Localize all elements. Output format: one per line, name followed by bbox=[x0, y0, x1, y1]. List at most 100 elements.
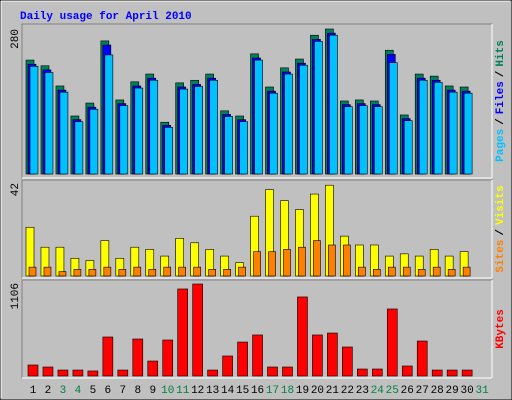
x-tick-label: 6 bbox=[105, 385, 112, 397]
bar bbox=[328, 244, 336, 277]
x-tick-label: 13 bbox=[206, 385, 219, 397]
bar bbox=[358, 266, 366, 277]
bar bbox=[344, 106, 353, 175]
bar bbox=[461, 369, 473, 377]
x-tick-label: 1 bbox=[30, 385, 37, 397]
x-tick-label: 30 bbox=[461, 385, 474, 397]
bar bbox=[314, 41, 323, 175]
bar bbox=[193, 266, 201, 277]
x-tick-label: 22 bbox=[341, 385, 354, 397]
bar bbox=[239, 121, 248, 175]
bar bbox=[238, 266, 246, 277]
bar bbox=[102, 336, 114, 377]
bar bbox=[388, 62, 398, 175]
bar bbox=[403, 120, 413, 175]
bar bbox=[268, 251, 276, 277]
legend-separator: / bbox=[495, 70, 507, 77]
bar bbox=[104, 54, 114, 175]
bar bbox=[327, 332, 338, 377]
legend: KBytes bbox=[495, 309, 507, 349]
chart-title: Daily usage for April 2010 bbox=[20, 11, 192, 23]
bar bbox=[194, 86, 203, 175]
bar bbox=[282, 366, 293, 377]
bar bbox=[402, 266, 411, 277]
x-tick-label: 11 bbox=[176, 385, 190, 397]
x-tick-label: 23 bbox=[356, 385, 369, 397]
bar bbox=[224, 116, 233, 175]
legend-entry: Pages bbox=[495, 129, 507, 162]
bar bbox=[57, 369, 69, 377]
bar bbox=[342, 346, 353, 377]
bar bbox=[253, 251, 261, 277]
bar bbox=[267, 366, 278, 377]
bar bbox=[283, 249, 291, 277]
bar bbox=[463, 92, 473, 175]
bar bbox=[162, 339, 174, 377]
bar bbox=[149, 79, 159, 175]
x-tick-label: 21 bbox=[326, 385, 340, 397]
x-tick-label: 12 bbox=[191, 385, 204, 397]
x-tick-label: 14 bbox=[221, 385, 235, 397]
bar bbox=[177, 288, 188, 377]
bar bbox=[284, 73, 293, 175]
bar bbox=[417, 269, 426, 277]
bar bbox=[222, 355, 233, 377]
x-tick-label: 15 bbox=[236, 385, 249, 397]
bar bbox=[387, 266, 396, 277]
x-tick-label: 31 bbox=[475, 385, 489, 397]
x-tick-label: 4 bbox=[75, 385, 82, 397]
bar bbox=[462, 266, 471, 277]
bar bbox=[73, 269, 82, 277]
bar bbox=[163, 266, 172, 277]
bar bbox=[447, 269, 456, 277]
bar bbox=[164, 127, 174, 175]
bar bbox=[209, 79, 218, 175]
x-tick-label: 3 bbox=[60, 385, 67, 397]
x-tick-label: 9 bbox=[149, 385, 156, 397]
bar bbox=[237, 341, 248, 377]
bar bbox=[103, 266, 112, 277]
x-tick-label: 10 bbox=[161, 385, 174, 397]
bar bbox=[192, 283, 203, 377]
x-tick-label: 16 bbox=[251, 385, 264, 397]
bar bbox=[373, 269, 381, 277]
x-tick-label: 25 bbox=[386, 385, 399, 397]
bar bbox=[359, 105, 368, 175]
x-tick-label: 24 bbox=[371, 385, 385, 397]
bar bbox=[208, 269, 216, 277]
bar bbox=[433, 82, 443, 175]
x-tick-label: 8 bbox=[134, 385, 141, 397]
bar bbox=[72, 369, 84, 377]
bar bbox=[28, 266, 37, 277]
bar bbox=[59, 91, 69, 175]
bar bbox=[42, 366, 54, 377]
bar bbox=[269, 92, 278, 175]
legend-entry: Sites bbox=[495, 240, 507, 273]
bar bbox=[448, 91, 458, 175]
legend-entry: Hits bbox=[495, 40, 507, 66]
bar bbox=[416, 340, 428, 377]
x-tick-label: 5 bbox=[90, 385, 97, 397]
bar bbox=[133, 266, 142, 277]
x-tick-label: 18 bbox=[281, 385, 294, 397]
bar bbox=[117, 369, 129, 377]
bar bbox=[134, 87, 144, 175]
bar bbox=[386, 308, 398, 377]
x-tick-label: 17 bbox=[266, 385, 279, 397]
legend-entry: Visits bbox=[495, 185, 507, 225]
x-tick-label: 7 bbox=[120, 385, 127, 397]
bar bbox=[223, 269, 231, 277]
bar bbox=[179, 88, 188, 175]
bar bbox=[343, 244, 351, 277]
y-tick-label: 280 bbox=[10, 29, 22, 49]
bar bbox=[178, 266, 186, 277]
bar bbox=[298, 246, 306, 277]
bar bbox=[147, 360, 159, 377]
x-tick-label: 26 bbox=[401, 385, 414, 397]
x-tick-label: 27 bbox=[416, 385, 429, 397]
bar bbox=[89, 108, 99, 175]
bar bbox=[401, 365, 413, 377]
bar bbox=[29, 65, 39, 175]
y-tick-label: 1106 bbox=[10, 283, 22, 309]
